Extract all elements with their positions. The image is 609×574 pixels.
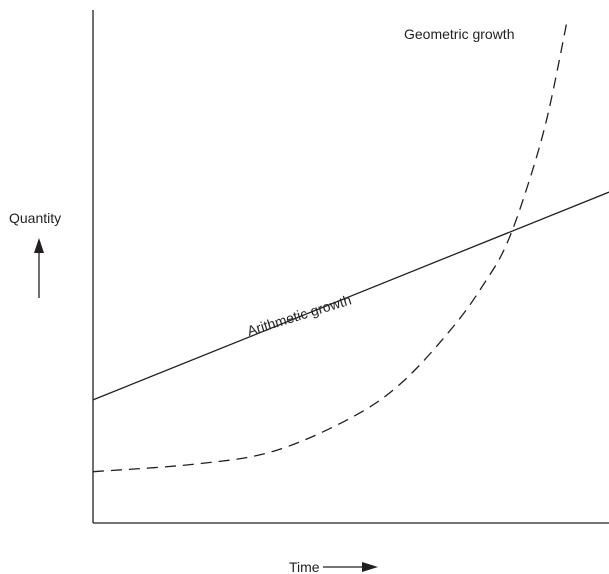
x-axis-label: Time xyxy=(289,559,320,574)
y-axis-arrow xyxy=(34,238,44,298)
y-axis-label: Quantity xyxy=(9,210,61,226)
geometric-growth-line xyxy=(92,17,569,473)
geometric-growth-label: Geometric growth xyxy=(404,26,514,42)
x-axis-arrow xyxy=(323,562,378,572)
arithmetic-growth-label: Arithmetic growth xyxy=(245,291,353,338)
arithmetic-growth-line xyxy=(92,191,609,401)
series-layer xyxy=(92,17,609,473)
